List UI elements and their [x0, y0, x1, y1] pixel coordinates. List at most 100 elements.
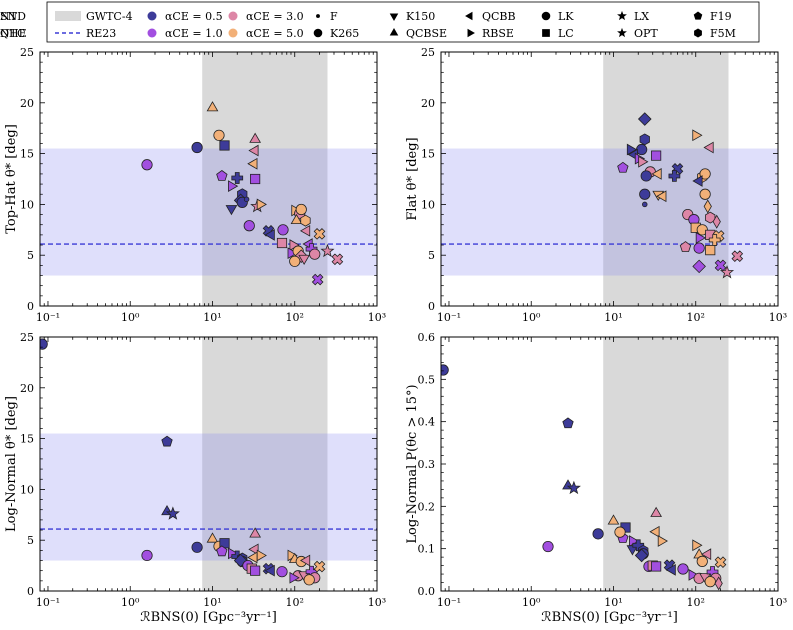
data-point-tri_right: [287, 247, 298, 260]
data-point-pentagon: [562, 417, 574, 429]
data-point-diamond: [637, 112, 652, 126]
legend-marker-tri_left: [465, 11, 473, 21]
x-tick-label: 10³: [769, 596, 787, 609]
data-point-pentagon: [679, 241, 692, 252]
data-point-circle: [191, 141, 203, 154]
data-point-tri_left: [264, 229, 275, 241]
y-tick-label: 0.4: [418, 416, 436, 429]
y-tick-label: 15: [20, 433, 34, 446]
data-point-tri_up: [249, 132, 262, 143]
data-point-square: [705, 245, 716, 256]
y-tick-label: 20: [20, 382, 34, 395]
x-axis-label: ℛBNS(0) [Gpc⁻³yr⁻¹]: [541, 610, 678, 625]
y-tick-label: 20: [421, 97, 435, 110]
data-point-star: [165, 506, 180, 520]
x-tick-label: 10⁻¹: [437, 596, 461, 609]
y-tick-label: 15: [20, 148, 34, 161]
y-tick-label: 0.2: [418, 500, 436, 513]
legend-marker-hexagon: [694, 28, 702, 38]
legend-gwtc-swatch: [55, 11, 81, 21]
legend-alpha-label: αCE = 0.5: [165, 10, 223, 23]
x-axis-label: ℛBNS(0) [Gpc⁻³yr⁻¹]: [140, 610, 277, 625]
panel-tophat: 10⁻¹ 10⁰ 10¹ 10² 10³ 0 5 10 15 20 25 Top-Hat θ* [de…: [4, 46, 386, 324]
data-point-plus: [668, 170, 681, 182]
legend-marker-circle: [541, 11, 551, 21]
legend: GWTC-4 RE23 αCE = 0.5 αCE = 1.0 αCE = 3.0 αCE…: [0, 1, 760, 43]
x-tick-label: 10¹: [203, 311, 221, 324]
data-point-tri_down: [225, 205, 238, 216]
legend-model-label: QCBSE: [406, 27, 447, 40]
data-point-tri_left: [649, 525, 660, 538]
data-point-circle: [213, 129, 225, 141]
data-point-square: [219, 140, 230, 151]
legend-frame: [46, 1, 760, 43]
data-point-circle: [277, 224, 289, 236]
data-point-dot: [642, 201, 648, 208]
data-point-square: [250, 565, 261, 576]
legend-model-label: NTC: [0, 27, 25, 40]
data-point-x: [313, 228, 326, 240]
legend-model-label: LK: [558, 10, 574, 23]
legend-alpha-label: αCE = 1.0: [165, 27, 223, 40]
re23-band: [441, 148, 778, 276]
data-point-circle: [276, 566, 288, 578]
panel-flat: 10⁻¹ 10⁰ 10¹ 10² 10³ 0 5 10 15 20 25 Flat θ* [deg]: [405, 46, 787, 324]
legend-alpha-label: αCE = 3.0: [246, 10, 304, 23]
legend-alpha-swatch: [228, 28, 238, 38]
legend-gwtc-label: GWTC-4: [86, 10, 133, 23]
data-point-dot: [243, 196, 250, 203]
data-point-tri_left: [703, 141, 714, 154]
data-point-tri_down: [298, 254, 310, 266]
data-point-circle: [441, 364, 449, 376]
legend-marker-star: [617, 27, 627, 38]
y-tick-label: 0: [27, 300, 34, 313]
data-point-circle: [693, 242, 705, 254]
data-point-thin_diamond: [712, 214, 721, 229]
gwtc-band: [603, 337, 729, 591]
y-tick-label: 0.5: [418, 373, 436, 386]
data-point-tri_right: [228, 180, 239, 192]
data-point-diamond: [692, 259, 706, 274]
x-tick-label: 10²: [286, 311, 304, 324]
y-axis-label: Log-Normal P(θc > 15°): [405, 384, 420, 543]
legend-marker-tri_up: [389, 28, 399, 36]
data-point-x: [313, 560, 326, 573]
legend-model-label: LX: [634, 10, 649, 23]
legend-alpha-swatch: [147, 11, 157, 21]
y-tick-label: 0.3: [418, 458, 436, 471]
data-point-circle: [295, 203, 307, 216]
data-point-circle: [303, 574, 315, 586]
legend-marker-dot: [316, 14, 320, 18]
x-tick-label: 10¹: [203, 596, 221, 609]
legend-re23-label: RE23: [86, 27, 116, 40]
data-point-tri_right: [692, 539, 703, 552]
panel-lognormal_theta: 10⁻¹ 10⁰ 10¹ 10² 10³ 0 5 10 15 20 25 Log-Normal θ* …: [4, 331, 386, 625]
data-point-thin_diamond: [703, 199, 712, 214]
y-tick-label: 5: [27, 249, 34, 262]
data-point-tri_right: [695, 232, 706, 244]
data-point-pentagon: [216, 169, 228, 181]
legend-model-label: RBSE: [482, 27, 514, 40]
x-tick-label: 10³: [769, 311, 787, 324]
panel-lognormal_prob: 10⁻¹ 10⁰ 10¹ 10² 10³ 0.0 0.1 0.2 0.3 0.4 0.5 0.6 Log…: [405, 331, 787, 625]
data-point-tri_right: [289, 571, 300, 584]
x-tick-label: 10²: [687, 311, 705, 324]
x-tick-label: 10⁰: [121, 596, 140, 609]
data-point-circle: [677, 563, 689, 575]
data-point-circle: [614, 526, 626, 538]
legend-model-label: LC: [558, 27, 574, 40]
x-tick-label: 10⁻¹: [36, 311, 60, 324]
data-point-tri_right: [688, 569, 699, 581]
data-point-tri_up: [206, 532, 219, 543]
y-tick-label: 0.6: [418, 331, 436, 344]
data-point-tri_up: [607, 514, 620, 525]
x-tick-label: 10¹: [604, 311, 622, 324]
y-axis-label: Top-Hat θ* [deg]: [4, 124, 19, 234]
legend-model-label: SND: [0, 10, 26, 23]
y-tick-label: 25: [20, 331, 34, 344]
data-point-tri_left: [651, 168, 662, 180]
data-point-circle: [704, 576, 716, 588]
panels: 10⁻¹ 10⁰ 10¹ 10² 10³ 0 5 10 15 20 25 Top-Hat θ* [de…: [4, 46, 787, 625]
y-tick-label: 10: [20, 483, 34, 496]
data-point-tri_up: [206, 101, 219, 112]
